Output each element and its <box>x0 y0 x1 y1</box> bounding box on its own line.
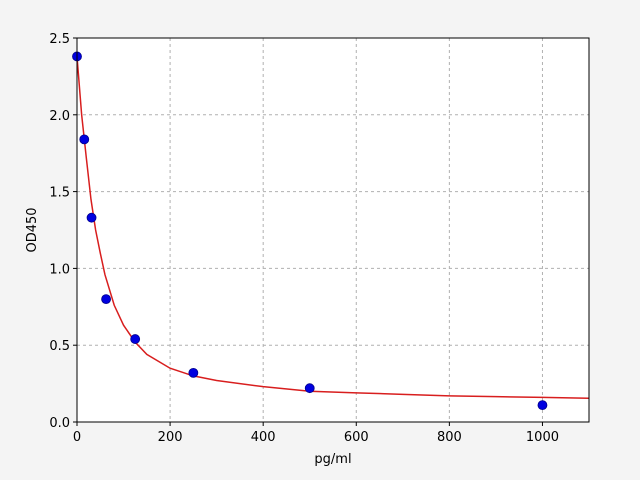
y-axis-label: OD450 <box>25 207 40 252</box>
x-tick-label: 400 <box>251 430 276 445</box>
x-tick-label: 1000 <box>526 430 559 445</box>
y-tick-label: 2.0 <box>49 109 70 124</box>
plot-area <box>77 38 589 422</box>
data-point <box>130 334 141 344</box>
data-point <box>79 134 90 145</box>
x-tick-label: 600 <box>344 430 369 445</box>
x-tick-label: 800 <box>437 430 462 445</box>
y-tick-label: 2.5 <box>49 32 70 47</box>
data-point <box>86 212 97 223</box>
x-axis-label: pg/ml <box>314 452 351 467</box>
y-tick-label: 0.0 <box>49 416 70 431</box>
data-point <box>188 367 199 378</box>
y-tick-label: 0.5 <box>49 339 70 354</box>
x-tick-label: 0 <box>73 430 81 445</box>
y-tick-label: 1.0 <box>49 262 70 277</box>
data-point <box>101 294 111 305</box>
y-tick-label: 1.5 <box>49 186 70 201</box>
plot-frame <box>76 37 590 423</box>
data-point <box>304 383 315 394</box>
x-tick-label: 200 <box>158 430 183 445</box>
data-point <box>537 400 548 411</box>
